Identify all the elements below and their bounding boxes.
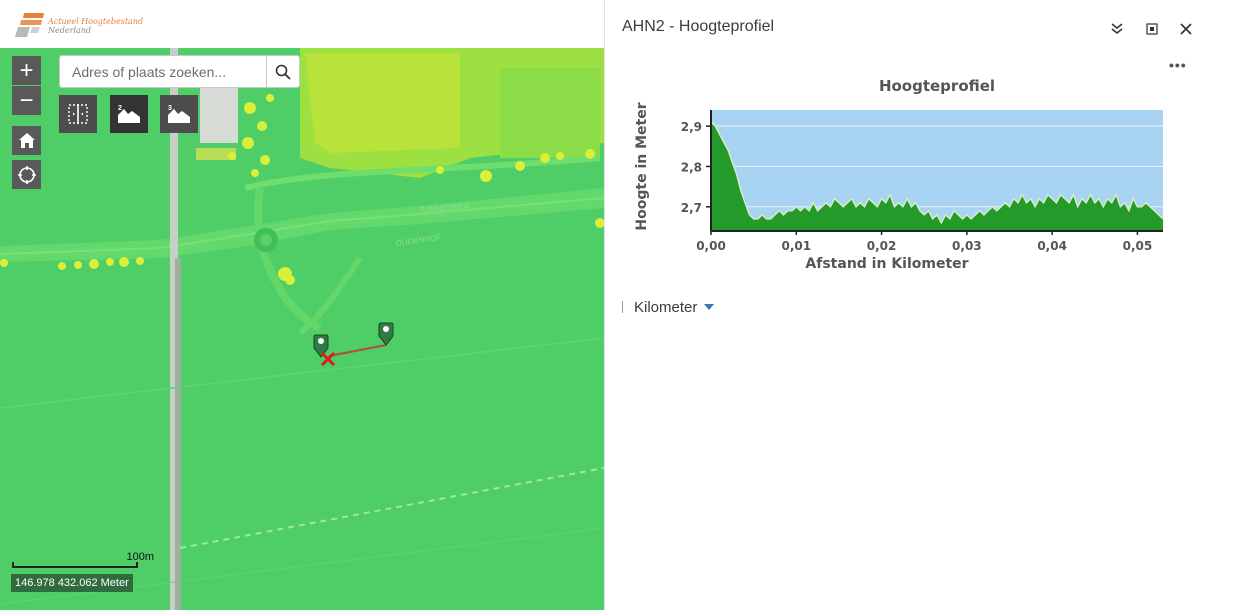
caret-down-icon [704, 304, 715, 310]
elevation-profile-chart: Hoogteprofiel 2,7 2,8 2,9 0,00 0,01 0,02 0,03 0,… [634, 77, 1164, 272]
location-pin-icon[interactable] [313, 334, 329, 358]
chart-x-tick-label: 0,05 [1123, 239, 1153, 253]
minus-icon: − [19, 86, 34, 114]
scale-bar-label: 100m [126, 551, 154, 563]
chart-y-tick-label: 2,8 [681, 160, 702, 174]
map-view[interactable]: TUNNELWEG OUDENHOF + − [0, 48, 604, 610]
chart-area-outline [710, 121, 1164, 225]
profile-3d-tool-button[interactable]: 3 [160, 95, 198, 133]
panel-title: AHN2 - Hoogteprofiel [622, 18, 775, 35]
close-button[interactable] [1177, 20, 1195, 38]
chart-x-axis-label: Afstand in Kilometer [805, 256, 968, 272]
profile-3d-badge: 3 [168, 105, 172, 112]
elevation-map-layer: TUNNELWEG OUDENHOF [0, 48, 604, 610]
logo-line-1: Actueel Hoogtebestand [48, 17, 144, 26]
chart-title: Hoogteprofiel [879, 77, 995, 95]
close-icon [1180, 23, 1192, 35]
profile-panel: AHN2 - Hoogteprofiel ••• Hoogteprofiel 2,… [604, 0, 1239, 610]
chevron-double-down-icon [1111, 23, 1123, 35]
scale-bar-line [12, 562, 138, 568]
app-header: Actueel Hoogtebestand Nederland [0, 0, 604, 48]
chart-x-tick-label: 0,01 [781, 239, 811, 253]
unit-divider [622, 301, 623, 313]
chart-y-axis-label: Hoogte in Meter [634, 102, 650, 230]
zoom-out-button[interactable]: − [12, 86, 41, 115]
scale-bar: 100m [12, 551, 162, 571]
unit-dropdown[interactable]: Kilometer [622, 298, 715, 316]
locate-button[interactable] [12, 160, 41, 189]
home-button[interactable] [12, 126, 41, 155]
profile-line [328, 344, 387, 357]
dock-button[interactable] [1143, 20, 1161, 38]
profile-2d-badge: 2 [118, 105, 122, 112]
collapse-button[interactable] [1108, 20, 1126, 38]
ahn-logo-icon [15, 13, 44, 37]
chart-x-tick-label: 0,00 [696, 239, 726, 253]
chart-y-tick-label: 2,9 [681, 120, 702, 134]
unit-dropdown-value: Kilometer [634, 298, 698, 316]
search-input[interactable] [60, 56, 266, 87]
profile-2d-tool-button[interactable]: 2 [110, 95, 148, 133]
swipe-icon [68, 104, 88, 124]
profile-2d-icon: 2 [118, 105, 140, 123]
search-box [59, 55, 300, 88]
search-button[interactable] [266, 56, 299, 87]
chart-y-tick-label: 2,7 [681, 201, 702, 215]
swipe-tool-button[interactable] [59, 95, 97, 133]
profile-3d-icon: 3 [168, 105, 190, 123]
coordinates-readout: 146.978 432.062 Meter [11, 574, 133, 592]
dock-icon [1146, 23, 1158, 35]
chart-x-tick-label: 0,02 [867, 239, 897, 253]
zoom-in-button[interactable]: + [12, 56, 41, 85]
home-icon [18, 133, 35, 148]
x-marker-icon [320, 351, 336, 367]
locate-icon [17, 165, 36, 184]
logo-line-2: Nederland [48, 26, 92, 35]
chart-area-series [711, 122, 1163, 231]
chart-x-tick-label: 0,03 [952, 239, 982, 253]
chart-x-tick-label: 0,04 [1037, 239, 1067, 253]
ahn-logo: Actueel Hoogtebestand Nederland [14, 10, 144, 40]
location-pin-icon[interactable] [378, 322, 394, 346]
search-icon [275, 64, 291, 80]
plus-icon: + [19, 56, 34, 84]
more-options-button[interactable]: ••• [1169, 57, 1187, 73]
